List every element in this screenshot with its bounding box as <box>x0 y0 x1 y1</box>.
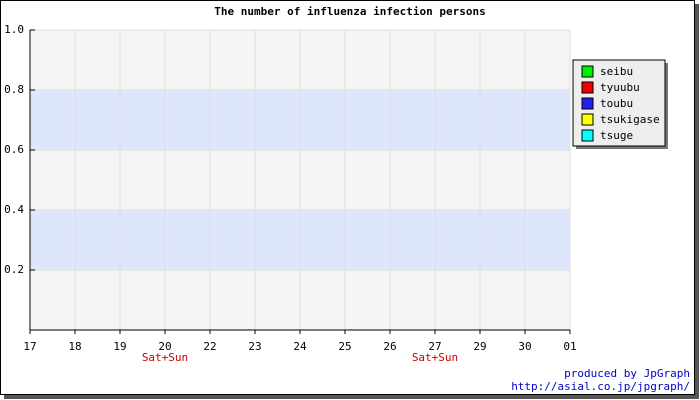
x-tick-label: 20 <box>158 340 171 353</box>
x-tick-label: 27 <box>428 340 441 353</box>
legend-label: tyuubu <box>600 81 640 94</box>
legend-label: toubu <box>600 97 633 110</box>
chart-title: The number of influenza infection person… <box>214 5 486 18</box>
y-tick-label: 0.2 <box>4 263 24 276</box>
legend-label: tsukigase <box>600 113 660 126</box>
legend-label: seibu <box>600 65 633 78</box>
legend-swatch <box>581 81 594 94</box>
x-tick-label: 22 <box>203 340 216 353</box>
footer: produced by JpGraph <box>564 367 690 380</box>
x-tick-label: 23 <box>248 340 261 353</box>
x-tick-label: 25 <box>338 340 351 353</box>
legend-label: tsuge <box>600 129 633 142</box>
y-tick-label: 0.6 <box>4 143 24 156</box>
legend-swatch <box>581 113 594 126</box>
x-tick-label: 18 <box>68 340 81 353</box>
legend-swatch <box>581 97 594 110</box>
legend-swatch <box>581 65 594 78</box>
footer: http://asial.co.jp/jpgraph/ <box>511 380 690 393</box>
y-tick-label: 0.4 <box>4 203 24 216</box>
x-tick-label: 29 <box>473 340 486 353</box>
x-tick-label: 01 <box>563 340 576 353</box>
legend-swatch <box>581 129 594 142</box>
x-tick-label: 17 <box>23 340 36 353</box>
x-tick-label: 24 <box>293 340 307 353</box>
x-sublabel: Sat+Sun <box>412 351 458 364</box>
x-sublabel: Sat+Sun <box>142 351 188 364</box>
x-tick-label: 30 <box>518 340 531 353</box>
x-tick-label: 19 <box>113 340 126 353</box>
y-tick-label: 0.8 <box>4 83 24 96</box>
x-tick-label: 26 <box>383 340 396 353</box>
y-tick-label: 1.0 <box>4 23 24 36</box>
